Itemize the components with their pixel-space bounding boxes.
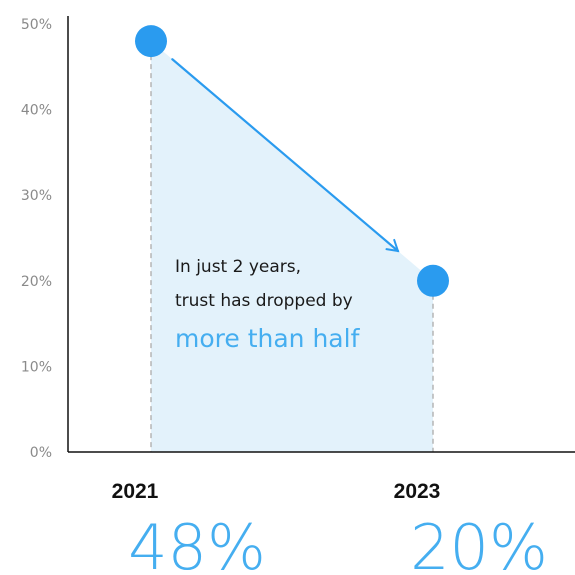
value-label: 48% <box>128 511 266 575</box>
x-category-label: 2023 <box>394 480 441 503</box>
annotation-line-2: trust has dropped by <box>175 291 353 311</box>
x-category-label: 2021 <box>112 480 159 503</box>
y-tick-label: 0% <box>30 445 52 461</box>
area-fill <box>151 41 433 453</box>
annotation-line-1: In just 2 years, <box>175 257 301 277</box>
y-tick-label: 40% <box>21 103 52 119</box>
trend-arrow <box>171 58 400 253</box>
data-point-2021 <box>135 25 167 58</box>
y-tick-label: 50% <box>21 17 52 33</box>
data-point-2023 <box>417 264 449 297</box>
annotation-highlight: more than half <box>175 324 361 353</box>
value-label: 20% <box>410 511 548 575</box>
y-tick-label: 30% <box>21 188 52 204</box>
y-tick-label: 20% <box>21 274 52 290</box>
y-tick-label: 10% <box>21 359 52 375</box>
